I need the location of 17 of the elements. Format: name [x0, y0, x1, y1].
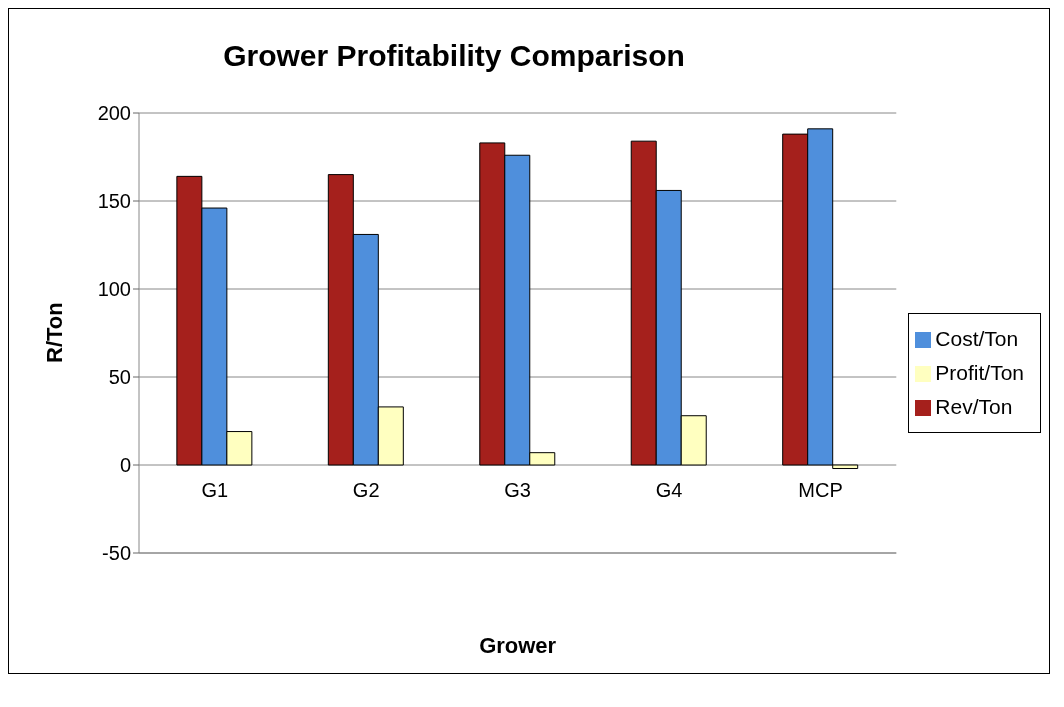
x-axis-title: Grower: [479, 633, 557, 658]
y-tick-label: 100: [97, 278, 131, 301]
y-tick-label: 50: [108, 366, 131, 389]
y-tick-label: -50: [102, 542, 131, 565]
legend-label: Rev/Ton: [935, 395, 1013, 418]
y-axis-title: R/Ton: [41, 302, 67, 363]
x-tick-label: G3: [504, 479, 531, 501]
y-tick-label: 200: [97, 102, 131, 125]
x-tick-label: G4: [655, 479, 683, 501]
x-tick-label: G2: [352, 479, 380, 501]
legend-label: Profit/Ton: [935, 361, 1024, 384]
y-tick-label: 0: [119, 454, 131, 477]
legend-label: Cost/Ton: [935, 327, 1019, 350]
chart-title: Grower Profitability Comparison: [222, 38, 686, 73]
x-tick-label: G1: [201, 479, 229, 501]
y-tick-label: 150: [97, 190, 131, 213]
x-tick-label: MCP: [798, 479, 843, 501]
